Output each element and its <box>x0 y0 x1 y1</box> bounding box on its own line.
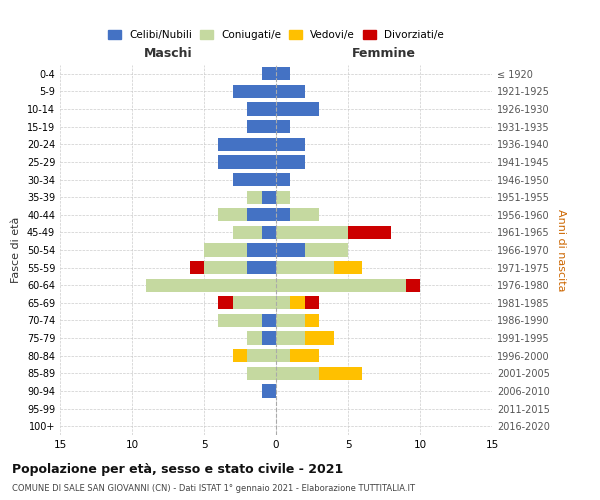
Bar <box>233 173 276 186</box>
Bar <box>204 261 247 274</box>
Bar <box>348 226 391 239</box>
Bar <box>262 384 276 398</box>
Bar <box>247 349 276 362</box>
Text: Femmine: Femmine <box>352 46 416 60</box>
Bar <box>276 244 305 256</box>
Bar <box>276 296 290 310</box>
Bar <box>262 332 276 344</box>
Text: Maschi: Maschi <box>143 46 193 60</box>
Bar <box>305 244 348 256</box>
Bar <box>276 366 319 380</box>
Bar <box>218 156 276 168</box>
Bar <box>262 314 276 327</box>
Bar <box>247 208 276 222</box>
Bar <box>218 138 276 151</box>
Bar <box>276 85 305 98</box>
Bar <box>247 190 262 204</box>
Bar <box>276 332 305 344</box>
Bar <box>276 226 348 239</box>
Bar <box>305 296 319 310</box>
Legend: Celibi/Nubili, Coniugati/e, Vedovi/e, Divorziati/e: Celibi/Nubili, Coniugati/e, Vedovi/e, Di… <box>104 26 448 44</box>
Bar <box>319 366 362 380</box>
Bar <box>290 296 305 310</box>
Text: Popolazione per età, sesso e stato civile - 2021: Popolazione per età, sesso e stato civil… <box>12 462 343 475</box>
Bar <box>290 349 319 362</box>
Bar <box>276 208 290 222</box>
Bar <box>233 85 276 98</box>
Bar <box>262 190 276 204</box>
Bar <box>146 278 276 292</box>
Bar <box>218 314 262 327</box>
Bar <box>276 102 319 116</box>
Bar <box>262 226 276 239</box>
Y-axis label: Anni di nascita: Anni di nascita <box>556 209 566 291</box>
Bar <box>247 261 276 274</box>
Bar <box>305 332 334 344</box>
Bar <box>247 120 276 134</box>
Bar <box>247 102 276 116</box>
Bar <box>276 173 290 186</box>
Bar <box>233 296 276 310</box>
Bar <box>262 67 276 80</box>
Bar <box>247 332 262 344</box>
Bar <box>276 67 290 80</box>
Bar <box>305 314 319 327</box>
Bar <box>247 366 276 380</box>
Bar <box>276 349 290 362</box>
Y-axis label: Fasce di età: Fasce di età <box>11 217 21 283</box>
Bar <box>276 120 290 134</box>
Bar <box>204 244 247 256</box>
Bar <box>218 296 233 310</box>
Bar <box>334 261 362 274</box>
Bar <box>276 138 305 151</box>
Bar <box>276 190 290 204</box>
Bar <box>276 261 334 274</box>
Bar <box>290 208 319 222</box>
Bar <box>276 314 305 327</box>
Bar <box>190 261 204 274</box>
Text: COMUNE DI SALE SAN GIOVANNI (CN) - Dati ISTAT 1° gennaio 2021 - Elaborazione TUT: COMUNE DI SALE SAN GIOVANNI (CN) - Dati … <box>12 484 415 493</box>
Bar <box>276 278 406 292</box>
Bar <box>247 244 276 256</box>
Bar <box>233 226 262 239</box>
Bar <box>406 278 420 292</box>
Bar <box>233 349 247 362</box>
Bar <box>276 156 305 168</box>
Bar <box>218 208 247 222</box>
